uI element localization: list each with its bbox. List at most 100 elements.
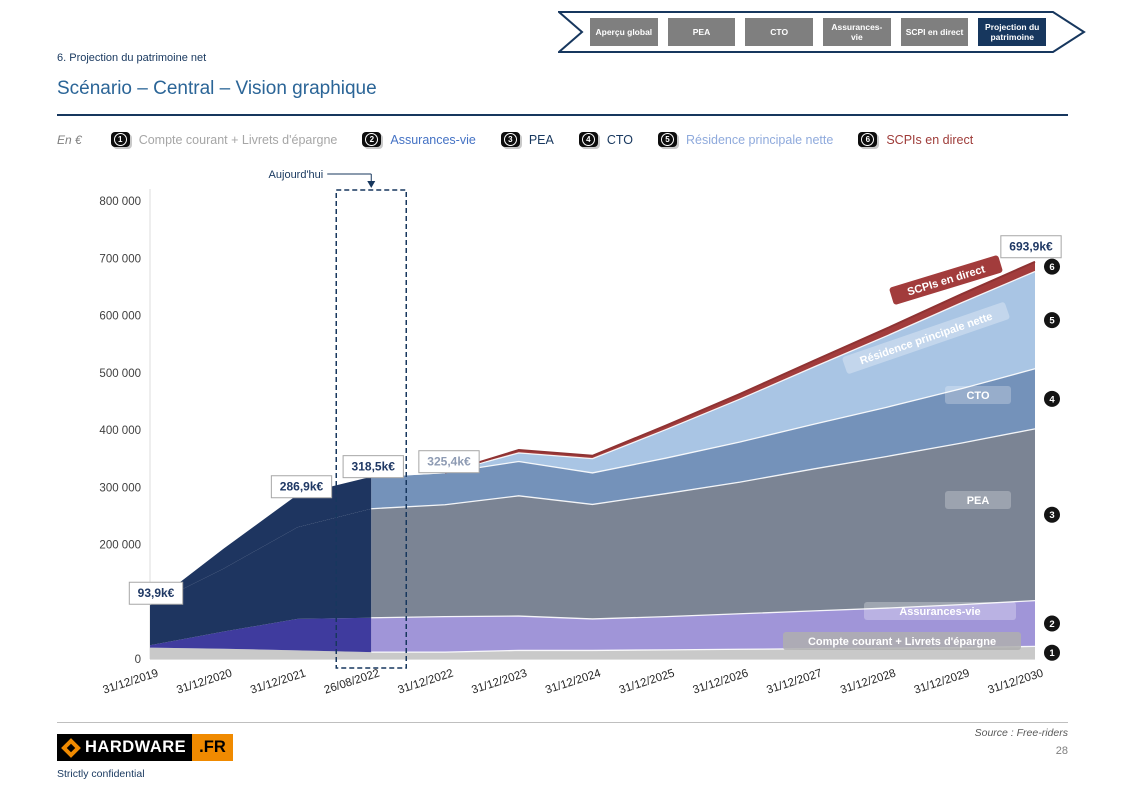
legend-item-5: 5 Résidence principale nette	[658, 132, 833, 147]
today-arrow-icon	[367, 181, 376, 188]
legend-item-1: 1 Compte courant + Livrets d'épargne	[110, 132, 338, 147]
svg-text:1: 1	[1049, 648, 1055, 659]
x-tick-label: 31/12/2020	[175, 667, 233, 696]
x-tick-label: 31/12/2024	[544, 667, 603, 696]
legend-label: CTO	[606, 132, 634, 147]
legend-badge-1: 1	[110, 132, 130, 147]
svg-text:PEA: PEA	[967, 495, 990, 507]
svg-text:Compte courant + Livrets d'épa: Compte courant + Livrets d'épargne	[808, 636, 996, 648]
today-label: Aujourd'hui	[269, 169, 324, 181]
tab-pea[interactable]: PEA	[667, 18, 736, 46]
x-tick-label: 31/12/2026	[691, 667, 749, 696]
svg-text:CTO: CTO	[966, 390, 989, 402]
source-note: Source : Free-riders	[974, 727, 1068, 739]
tab-scpi-en-direct[interactable]: SCPI en direct	[900, 18, 969, 46]
x-tick-label: 31/12/2025	[618, 667, 676, 696]
title-divider	[57, 114, 1068, 116]
value-label-box	[342, 455, 404, 479]
band-separator	[371, 599, 1036, 620]
nav-tabs: Aperçu global PEA CTO Assurances-vie SCPI en…	[558, 11, 1086, 53]
band-label-2: Assurances-vie	[864, 602, 1016, 620]
projection-chart: 0 200 000 300 000 400 000 500 000 600 000 700 …	[40, 160, 1080, 720]
tab-aper-u-global[interactable]: Aperçu global	[590, 18, 658, 46]
page-number: 28	[1055, 745, 1068, 757]
value-label-box	[418, 450, 480, 474]
legend-label: Résidence principale nette	[686, 132, 834, 147]
svg-text:2: 2	[1049, 619, 1054, 630]
y-tick-label: 700 000	[99, 253, 141, 265]
legend-badge-3: 3	[500, 132, 520, 147]
x-tick-label: 31/12/2028	[839, 667, 897, 696]
today-marker-box	[335, 189, 407, 669]
svg-text:Assurances-vie: Assurances-vie	[899, 606, 980, 618]
y-tick-label: 400 000	[99, 425, 141, 437]
tab-row: Aperçu global PEA CTO Assurances-vie SCPI en…	[590, 18, 1047, 46]
value-label: 693,9k€	[1009, 240, 1053, 254]
chart-svg: 0 200 000 300 000 400 000 500 000 600 000 700 …	[99, 169, 1062, 697]
x-tick-label: 31/12/2022	[396, 667, 454, 696]
value-label: 318,5k€	[352, 460, 396, 474]
legend-badge-2: 2	[362, 132, 382, 147]
legend-badge-5: 5	[658, 132, 678, 147]
logo-tld: .FR	[192, 734, 233, 761]
x-tick-label: 31/12/2019	[101, 667, 159, 696]
series-badge-1	[1044, 644, 1060, 661]
page-title: Scénario – Central – Vision graphique	[57, 78, 377, 99]
logo-diamond-icon	[61, 737, 81, 758]
band-past-3	[150, 508, 372, 646]
y-tick-label: 600 000	[99, 311, 141, 323]
section-label: 6. Projection du patrimoine net	[57, 52, 207, 64]
band-label-3: PEA	[945, 491, 1011, 509]
legend-item-3: 3 PEA	[500, 132, 554, 147]
value-label: 93,9k€	[138, 586, 175, 600]
tab-cto[interactable]: CTO	[745, 18, 814, 46]
band-label-4: CTO	[945, 386, 1011, 404]
total-line-scpi	[444, 260, 1036, 474]
value-label-box	[270, 475, 333, 499]
unit-label: En €	[57, 132, 82, 147]
series-badge-5	[1044, 312, 1060, 329]
tab-projection-du-patrimoine[interactable]: Projection du patrimoine	[978, 18, 1047, 46]
band-separator	[371, 270, 1036, 478]
svg-text:5: 5	[1049, 316, 1055, 327]
band-separator	[371, 428, 1036, 510]
value-label-box	[128, 581, 184, 605]
y-tick-label: 500 000	[99, 368, 141, 380]
band-4	[371, 368, 1035, 509]
x-tick-label: 31/12/2021	[249, 667, 307, 696]
legend-label: Assurances-vie	[390, 132, 476, 147]
value-label: 286,9k€	[280, 480, 324, 494]
logo-text: HARDWARE	[85, 738, 187, 756]
band-past-2	[150, 617, 372, 653]
x-tick-label: 26/08/2022	[323, 667, 381, 696]
legend: En € 1 Compte courant + Livrets d'épargne…	[57, 132, 1068, 147]
band-label-1: Compte courant + Livrets d'épargne	[783, 632, 1021, 650]
svg-text:3: 3	[1049, 510, 1054, 521]
legend-item-6: 6 SCPIs en direct	[858, 132, 973, 147]
y-tick-label: 200 000	[99, 540, 141, 552]
legend-badge-6: 6	[858, 132, 878, 147]
band-separator	[371, 368, 1036, 478]
legend-label: Compte courant + Livrets d'épargne	[138, 132, 338, 147]
legend-label: PEA	[528, 132, 554, 147]
series-badge-6	[1044, 258, 1060, 275]
legend-item-2: 2 Assurances-vie	[362, 132, 476, 147]
y-tick-label: 300 000	[99, 482, 141, 494]
series-badge-2	[1044, 615, 1060, 632]
legend-badge-4: 4	[578, 132, 598, 147]
legend-label: SCPIs en direct	[886, 132, 974, 147]
y-tick-label: 800 000	[99, 196, 141, 208]
series-badge-3	[1044, 506, 1060, 523]
footer-divider	[57, 722, 1068, 723]
band-past-4	[150, 476, 372, 606]
hardware-fr-logo: HARDWARE .FR	[57, 734, 233, 761]
value-label: 325,4k€	[427, 455, 471, 469]
series-badge-4	[1044, 390, 1060, 407]
x-tick-label: 31/12/2030	[986, 667, 1044, 696]
svg-text:6: 6	[1049, 262, 1054, 273]
legend-item-4: 4 CTO	[578, 132, 634, 147]
x-tick-label: 31/12/2023	[470, 667, 528, 696]
tab-assurances-vie[interactable]: Assurances-vie	[823, 18, 891, 46]
value-label-box	[1000, 235, 1062, 259]
